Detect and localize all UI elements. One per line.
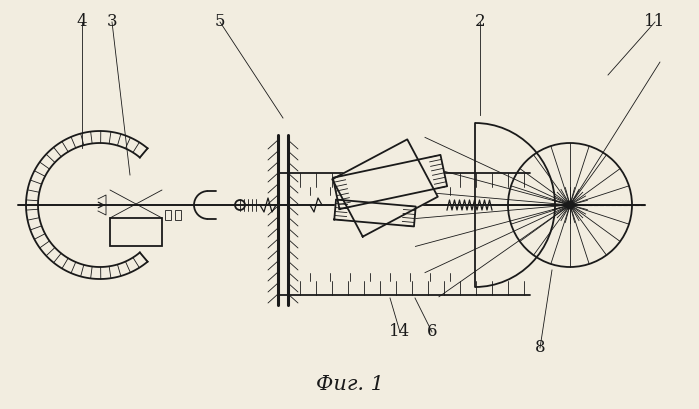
Bar [165, 210, 171, 220]
Text: Фиг. 1: Фиг. 1 [316, 375, 384, 395]
Text: 14: 14 [389, 324, 410, 341]
Polygon shape [333, 155, 447, 209]
Polygon shape [332, 139, 438, 237]
Text: 6: 6 [427, 324, 438, 341]
Text: 5: 5 [215, 13, 225, 31]
Text: 4: 4 [77, 13, 87, 31]
Text: 3: 3 [107, 13, 117, 31]
Text: 11: 11 [644, 13, 665, 31]
Text: 8: 8 [535, 339, 545, 357]
Polygon shape [334, 200, 416, 227]
Bar [110, 218, 162, 246]
Circle shape [566, 202, 573, 209]
Text: 2: 2 [475, 13, 485, 31]
Bar [175, 210, 181, 220]
